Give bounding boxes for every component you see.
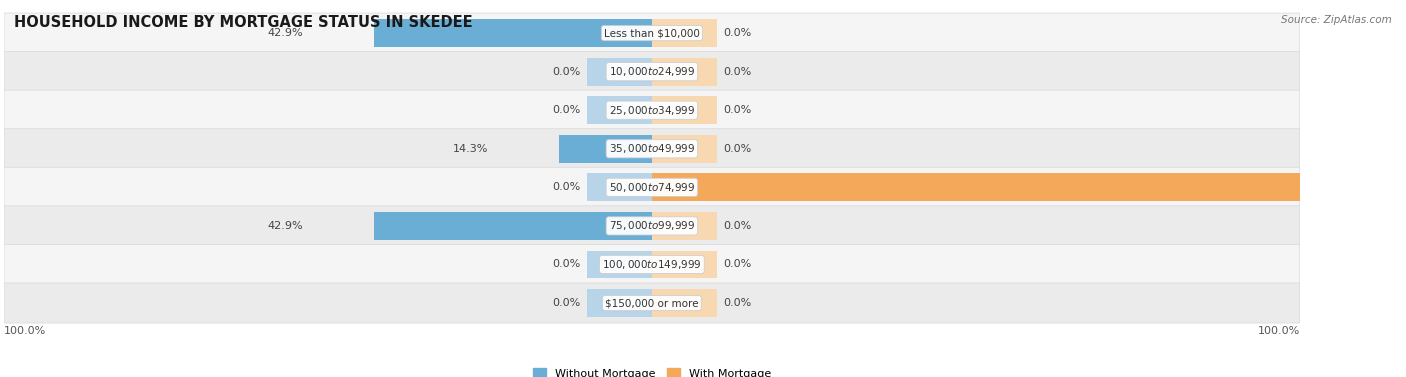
- Bar: [588, 251, 652, 278]
- Text: 14.3%: 14.3%: [453, 144, 488, 154]
- Text: 0.0%: 0.0%: [723, 144, 751, 154]
- Text: 0.0%: 0.0%: [553, 182, 581, 192]
- Text: $50,000 to $74,999: $50,000 to $74,999: [609, 181, 695, 194]
- Text: 0.0%: 0.0%: [723, 28, 751, 38]
- Text: $10,000 to $24,999: $10,000 to $24,999: [609, 65, 695, 78]
- FancyBboxPatch shape: [4, 13, 1299, 53]
- Text: 0.0%: 0.0%: [723, 67, 751, 77]
- Text: 0.0%: 0.0%: [723, 298, 751, 308]
- Bar: [588, 97, 652, 124]
- Text: $100,000 to $149,999: $100,000 to $149,999: [602, 258, 702, 271]
- Text: Less than $10,000: Less than $10,000: [605, 28, 700, 38]
- Bar: [652, 251, 717, 278]
- Text: Source: ZipAtlas.com: Source: ZipAtlas.com: [1281, 15, 1392, 25]
- Bar: [560, 135, 652, 162]
- Bar: [374, 19, 652, 47]
- Text: 0.0%: 0.0%: [553, 298, 581, 308]
- Text: 42.9%: 42.9%: [267, 28, 302, 38]
- Text: 0.0%: 0.0%: [553, 105, 581, 115]
- Bar: [652, 97, 717, 124]
- Text: 0.0%: 0.0%: [723, 221, 751, 231]
- Bar: [588, 173, 652, 201]
- Bar: [652, 19, 717, 47]
- Bar: [652, 135, 717, 162]
- Text: 100.0%: 100.0%: [4, 326, 46, 336]
- Text: 0.0%: 0.0%: [723, 105, 751, 115]
- FancyBboxPatch shape: [4, 206, 1299, 246]
- Text: 0.0%: 0.0%: [723, 259, 751, 270]
- Bar: [588, 289, 652, 317]
- FancyBboxPatch shape: [4, 90, 1299, 130]
- Bar: [652, 289, 717, 317]
- Legend: Without Mortgage, With Mortgage: Without Mortgage, With Mortgage: [533, 368, 770, 377]
- Text: 0.0%: 0.0%: [553, 67, 581, 77]
- Text: 100.0%: 100.0%: [1257, 326, 1299, 336]
- FancyBboxPatch shape: [4, 129, 1299, 169]
- Bar: [652, 212, 717, 240]
- Text: $25,000 to $34,999: $25,000 to $34,999: [609, 104, 695, 117]
- Text: HOUSEHOLD INCOME BY MORTGAGE STATUS IN SKEDEE: HOUSEHOLD INCOME BY MORTGAGE STATUS IN S…: [14, 15, 472, 30]
- Text: 42.9%: 42.9%: [267, 221, 302, 231]
- Text: $75,000 to $99,999: $75,000 to $99,999: [609, 219, 695, 232]
- Bar: [652, 173, 1299, 201]
- Text: 100.0%: 100.0%: [1371, 182, 1406, 192]
- Text: $35,000 to $49,999: $35,000 to $49,999: [609, 142, 695, 155]
- Text: $150,000 or more: $150,000 or more: [605, 298, 699, 308]
- Bar: [374, 212, 652, 240]
- Text: 0.0%: 0.0%: [553, 259, 581, 270]
- FancyBboxPatch shape: [4, 52, 1299, 92]
- FancyBboxPatch shape: [4, 283, 1299, 323]
- FancyBboxPatch shape: [4, 167, 1299, 207]
- Bar: [652, 58, 717, 86]
- FancyBboxPatch shape: [4, 244, 1299, 285]
- Bar: [588, 58, 652, 86]
